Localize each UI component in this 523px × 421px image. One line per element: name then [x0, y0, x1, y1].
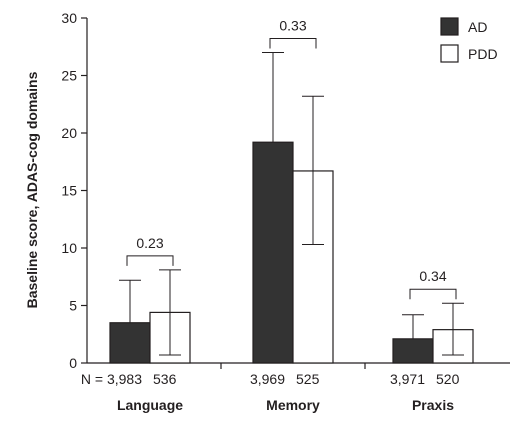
significance-bracket [126, 255, 174, 266]
y-tick-label: 5 [69, 298, 77, 314]
n-label: 3,969 [250, 371, 285, 387]
y-axis-label: Baseline score, ADAS-cog domains [24, 71, 40, 308]
legend-label-pdd: PDD [468, 46, 498, 62]
significance-bracket [409, 288, 457, 300]
n-label: 525 [296, 371, 320, 387]
legend: AD PDD [440, 17, 498, 63]
bar-ad-memory [252, 141, 294, 364]
y-tick-label: 20 [61, 125, 77, 141]
legend-swatch-ad [440, 17, 459, 36]
n-label: N = 3,983 [81, 371, 142, 387]
p-value-label: 0.34 [419, 268, 446, 284]
y-tick-label: 10 [61, 240, 77, 256]
y-tick-label: 15 [61, 183, 77, 199]
y-tick-label: 0 [69, 355, 77, 371]
y-tick-label: 25 [61, 68, 77, 84]
annotations: N = 3,983 536 Language 0.23 3,969 525 Memory 0.… [81, 18, 460, 414]
category-label: Memory [266, 397, 320, 413]
significance-bracket [269, 38, 317, 49]
n-label: 536 [153, 371, 177, 387]
y-tick-label: 30 [61, 10, 77, 26]
legend-swatch-pdd [440, 44, 459, 63]
bar-ad-language [109, 322, 151, 364]
category-label: Language [117, 397, 183, 413]
p-value-label: 0.33 [279, 18, 306, 34]
p-value-label: 0.23 [136, 235, 163, 251]
n-label: 520 [436, 371, 460, 387]
category-label: Praxis [412, 397, 454, 413]
n-label: 3,971 [390, 371, 425, 387]
bar-ad-praxis [392, 338, 434, 364]
legend-label-ad: AD [468, 19, 487, 35]
bars [109, 52, 474, 364]
